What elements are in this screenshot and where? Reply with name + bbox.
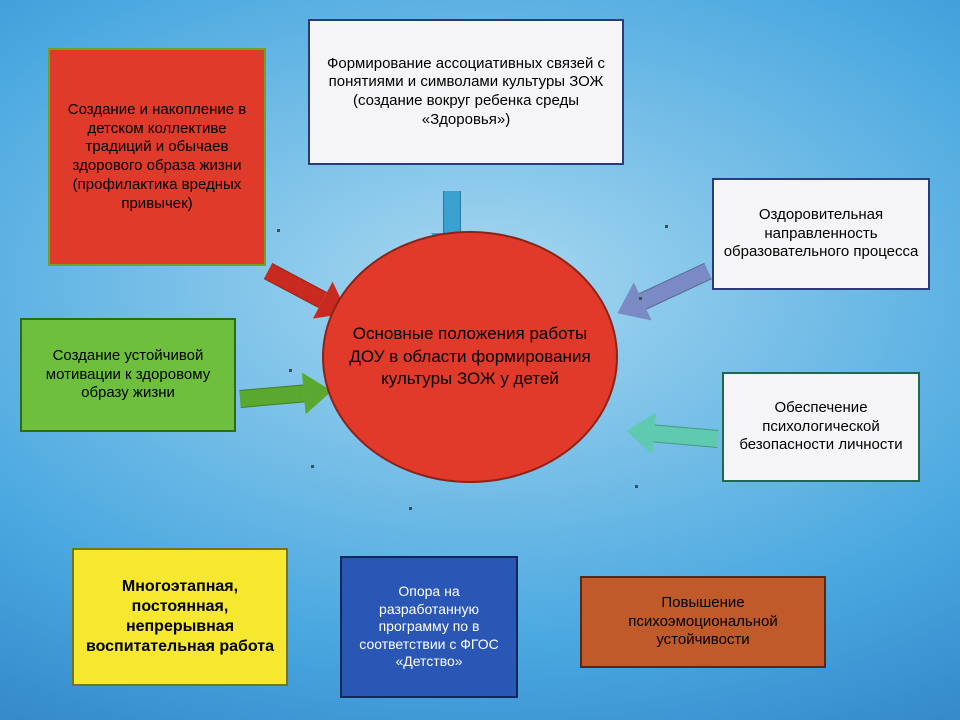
arrow-b4 <box>625 410 720 460</box>
center-text: Основные положения работы ДОУ в области … <box>344 323 596 392</box>
decorative-dot <box>665 225 668 228</box>
decorative-dot <box>635 485 638 488</box>
box-b7: Опора на разработанную программу по в со… <box>340 556 518 698</box>
box-text-b8: Повышение психоэмоциональной устойчивост… <box>590 594 816 650</box>
arrow-b5 <box>238 370 333 420</box>
box-text-b2: Формирование ассоциативных связей с поня… <box>318 55 614 130</box>
box-b2: Формирование ассоциативных связей с поня… <box>308 19 624 165</box>
decorative-dot <box>289 369 292 372</box>
box-text-b4: Обеспечение психологической безопасности… <box>732 399 910 455</box>
box-b8: Повышение психоэмоциональной устойчивост… <box>580 576 826 668</box>
decorative-dot <box>311 465 314 468</box>
box-text-b5: Создание устойчивой мотивации к здоровом… <box>30 347 226 403</box>
decorative-dot <box>277 229 280 232</box>
box-b4: Обеспечение психологической безопасности… <box>722 372 920 482</box>
diagram-stage: Основные положения работы ДОУ в области … <box>0 0 960 720</box>
decorative-dot <box>639 297 642 300</box>
arrow-b3 <box>608 252 716 332</box>
box-b5: Создание устойчивой мотивации к здоровом… <box>20 318 236 432</box>
decorative-dot <box>409 507 412 510</box>
box-b3: Оздоровительная направленность образоват… <box>712 178 930 290</box>
box-text-b1: Создание и накопление в детском коллекти… <box>58 101 256 214</box>
box-text-b7: Опора на разработанную программу по в со… <box>350 583 508 671</box>
center-oval: Основные положения работы ДОУ в области … <box>322 231 618 483</box>
box-text-b3: Оздоровительная направленность образоват… <box>722 206 920 262</box>
box-b6: Многоэтапная, постоянная, непрерывная во… <box>72 548 288 686</box>
box-b1: Создание и накопление в детском коллекти… <box>48 48 266 266</box>
box-text-b6: Многоэтапная, постоянная, непрерывная во… <box>82 577 278 657</box>
